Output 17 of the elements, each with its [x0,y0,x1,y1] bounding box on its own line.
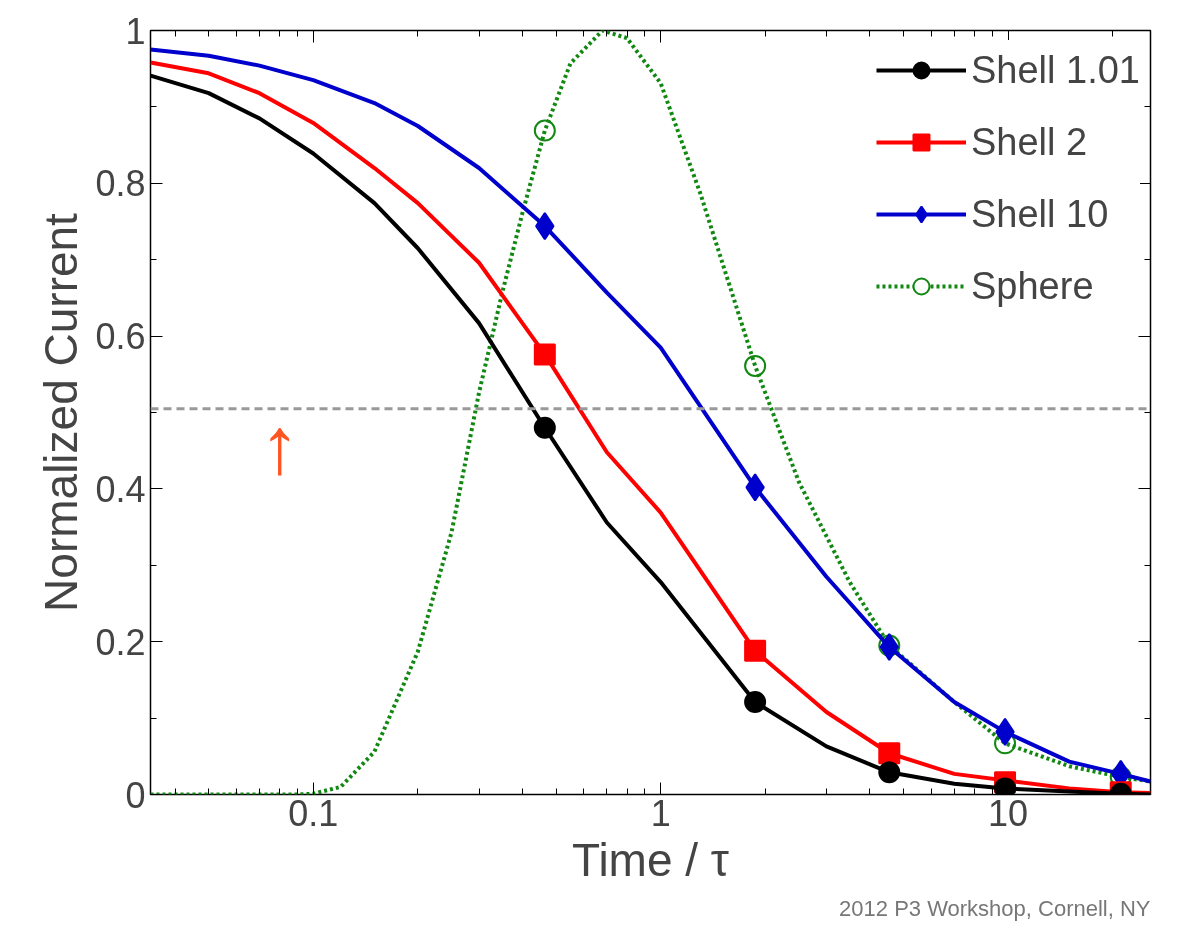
legend-label: Sphere [970,263,1094,309]
x-tick-label: 1 [650,792,671,834]
y-axis-title: Normalized Current [35,212,88,612]
x-tick-label: 0.1 [288,792,339,834]
x-tick-label: 10 [988,792,1029,834]
y-tick-label: 0.2 [95,621,146,663]
y-tick-label: 0 [125,774,146,816]
text: 2012 P3 Workshop, Cornell, NY [839,895,1151,921]
legend-label: Shell 2 [970,119,1088,165]
y-tick-label: 1 [125,10,146,52]
y-tick-label: 0.4 [95,468,146,510]
y-tick-label: 0.6 [95,316,146,358]
annotation: ↑ [259,400,300,490]
x-axis-title: Time / τ [571,833,730,886]
legend-label: Shell 1.01 [970,47,1140,93]
y-tick-label: 0.8 [95,163,146,205]
legend-label: Shell 10 [970,191,1109,237]
